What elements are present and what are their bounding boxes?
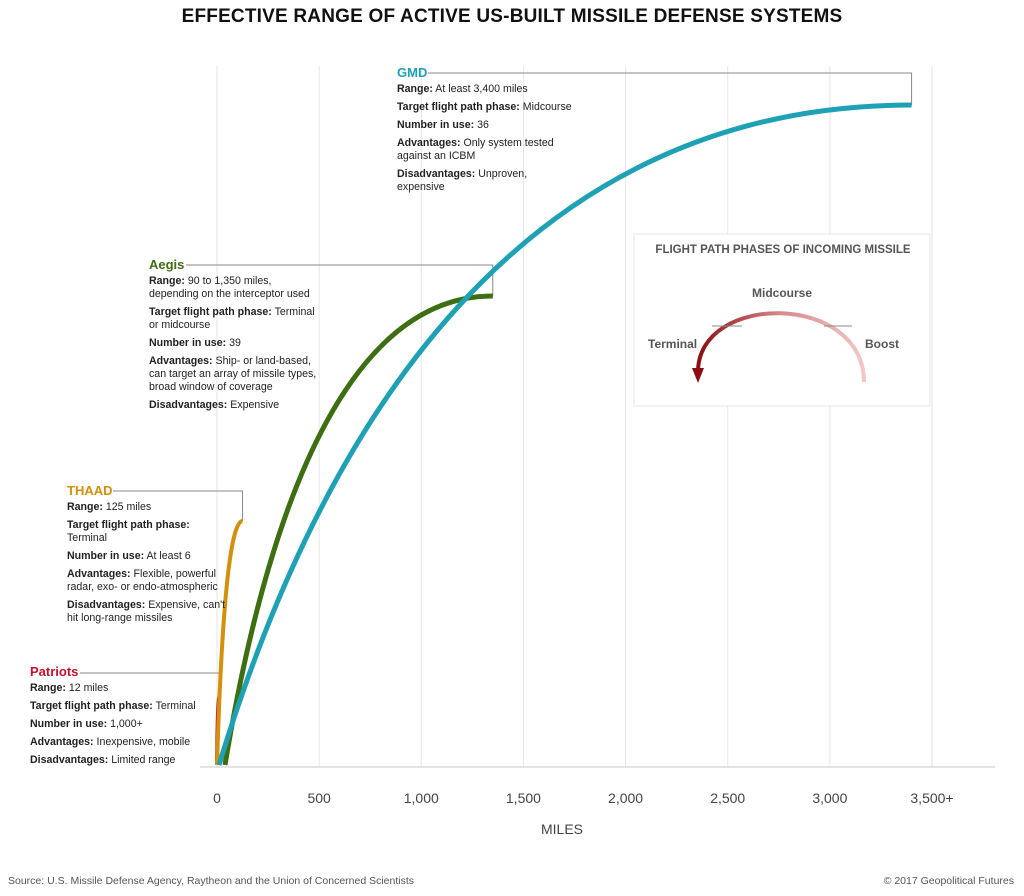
arrow-head-icon: [692, 368, 704, 383]
x-tick-labels: 0 500 1,000 1,500 2,000 2,500 3,000 3,500+: [213, 790, 954, 806]
thaad-phase-label: Target flight path phase:: [67, 519, 190, 531]
gmd-number-label: Number in use:: [397, 119, 475, 131]
source-note: Source: U.S. Missile Defense Agency, Ray…: [8, 875, 415, 887]
thaad-phase: Terminal: [67, 532, 108, 544]
x-tick-label: 3,000: [812, 790, 847, 806]
aegis-name: Aegis: [149, 257, 185, 272]
thaad-adv: Flexible, powerful radar, exo- or endo-a…: [67, 568, 218, 593]
phase-terminal-label: Terminal: [648, 337, 698, 351]
inset-title: FLIGHT PATH PHASES OF INCOMING MISSILE: [655, 244, 911, 256]
aegis-dis: Expensive: [230, 399, 280, 411]
patriots-number-label: Number in use:: [30, 718, 108, 730]
gmd-name: GMD: [397, 65, 428, 80]
grid-lines: [216, 66, 933, 767]
aegis-phase: Terminal or midcourse: [149, 306, 315, 331]
thaad-dis: Expensive, can't hit long-range missiles: [67, 599, 226, 624]
thaad-connector-line: [113, 490, 244, 521]
thaad-number: At least 6: [146, 550, 191, 562]
chart-title: EFFECTIVE RANGE OF ACTIVE US-BUILT MISSI…: [181, 6, 843, 27]
aegis-number: 39: [229, 337, 241, 349]
patriots-info: Patriots Range: 12 miles Target flight p…: [30, 664, 215, 772]
inset-panel: [633, 233, 931, 407]
phase-midcourse-label: Midcourse: [752, 286, 813, 300]
thaad-info: THAAD Range: 125 miles Target flight pat…: [67, 483, 229, 630]
thaad-range-label: Range:: [67, 501, 103, 513]
x-tick-label: 1,000: [404, 790, 439, 806]
patriots-dis-label: Disadvantages:: [30, 754, 109, 766]
gmd-range-curve: [216, 102, 912, 766]
x-axis-label: MILES: [541, 821, 583, 837]
x-tick-label: 500: [307, 790, 331, 806]
gmd-phase: Midcourse: [522, 101, 572, 113]
patriots-number: 1,000+: [110, 718, 143, 730]
patriots-range-label: Range:: [30, 682, 66, 694]
aegis-info: Aegis Range: 90 to 1,350 miles, dependin…: [149, 257, 319, 417]
gmd-dis-label: Disadvantages:: [397, 168, 476, 180]
thaad-range: 125 miles: [105, 501, 152, 513]
x-tick-label: 0: [213, 790, 221, 806]
aegis-connector-line: [186, 264, 494, 296]
thaad-name: THAAD: [67, 483, 113, 498]
thaad-adv-label: Advantages:: [67, 568, 131, 580]
gmd-number: 36: [477, 119, 489, 131]
x-tick-label: 2,000: [608, 790, 643, 806]
aegis-range-curve: [222, 293, 493, 766]
patriots-name: Patriots: [30, 664, 79, 679]
patriots-dis: Limited range: [111, 754, 176, 766]
phase-boost-label: Boost: [865, 337, 899, 351]
patriots-adv-label: Advantages:: [30, 736, 94, 748]
gmd-range-label: Range:: [397, 83, 433, 95]
x-tick-label: 3,500+: [910, 790, 953, 806]
aegis-number-label: Number in use:: [149, 337, 227, 349]
gmd-dis: Unproven, expensive: [397, 168, 528, 193]
patriots-range: 12 miles: [68, 682, 109, 694]
thaad-number-label: Number in use:: [67, 550, 145, 562]
x-tick-label: 2,500: [710, 790, 745, 806]
gmd-info: GMD Range: At least 3,400 miles Target f…: [397, 65, 572, 199]
aegis-adv-label: Advantages:: [149, 355, 213, 367]
gmd-range: At least 3,400 miles: [435, 83, 528, 95]
patriots-phase: Terminal: [155, 700, 196, 712]
x-tick-label: 1,500: [506, 790, 541, 806]
aegis-range: 90 to 1,350 miles, depending on the inte…: [149, 275, 310, 300]
gmd-adv-label: Advantages:: [397, 137, 461, 149]
flight-path-arc: [696, 311, 866, 383]
aegis-range-label: Range:: [149, 275, 185, 287]
gmd-connector-line: [428, 72, 913, 105]
gmd-adv: Only system tested against an ICBM: [397, 137, 554, 162]
patriots-phase-label: Target flight path phase:: [30, 700, 153, 712]
copyright-note: © 2017 Geopolitical Futures: [883, 875, 1014, 887]
range-curves: [215, 102, 912, 766]
aegis-phase-label: Target flight path phase:: [149, 306, 272, 318]
thaad-range-curve: [215, 519, 244, 766]
aegis-adv: Ship- or land-based, can target an array…: [149, 355, 317, 393]
patriots-adv: Inexpensive, mobile: [96, 736, 191, 748]
aegis-dis-label: Disadvantages:: [149, 399, 228, 411]
gmd-phase-label: Target flight path phase:: [397, 101, 520, 113]
thaad-dis-label: Disadvantages:: [67, 599, 146, 611]
